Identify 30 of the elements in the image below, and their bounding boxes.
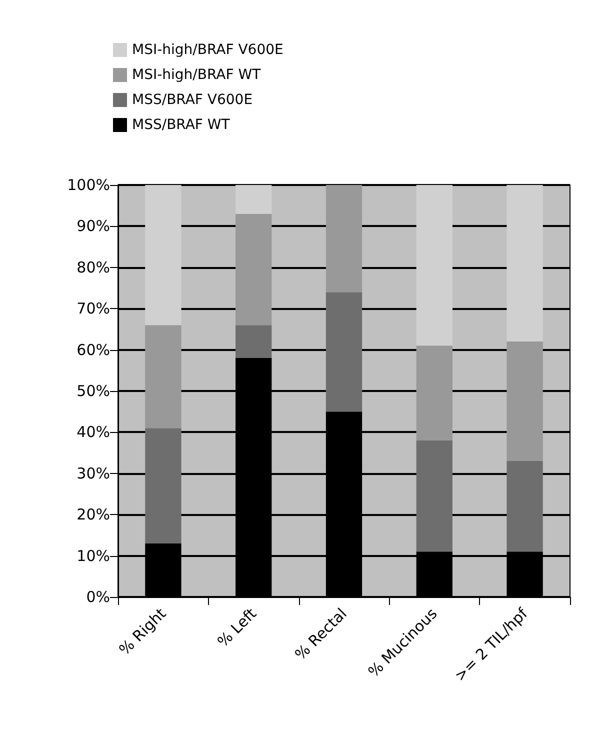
y-tick-label: 60% [76, 340, 110, 359]
bar [145, 325, 182, 428]
bar [145, 428, 182, 544]
bar [236, 325, 272, 358]
y-tick-label: 10% [76, 546, 110, 565]
y-tick-label: 20% [76, 506, 110, 524]
y-tick-label: 100% [67, 176, 110, 194]
y-tick-label: 70% [76, 300, 110, 318]
legend-label: MSI-high/BRAF V600E [132, 42, 284, 58]
bar [145, 185, 182, 326]
y-tick-label: 80% [76, 258, 110, 276]
bar [506, 461, 543, 552]
legend-label: MSS/BRAF V600E [132, 92, 253, 108]
bar [416, 440, 452, 552]
bar [236, 214, 272, 326]
x-tick-label: % Left [214, 604, 260, 651]
bar [326, 292, 362, 412]
bar [416, 346, 452, 440]
legend-label: MSS/BRAF WT [132, 117, 230, 133]
y-tick-label: 90% [76, 217, 110, 236]
y-tick-label: 30% [76, 464, 110, 482]
bar [416, 185, 452, 346]
bar [236, 185, 272, 214]
legend-label: MSI-high/BRAF WT [132, 67, 262, 83]
y-tick-label: 0% [86, 588, 110, 606]
y-tick-label: 40% [76, 423, 110, 442]
bar [506, 185, 543, 342]
bar [326, 185, 362, 292]
bar [506, 342, 543, 462]
y-tick-label: 50% [76, 382, 110, 400]
